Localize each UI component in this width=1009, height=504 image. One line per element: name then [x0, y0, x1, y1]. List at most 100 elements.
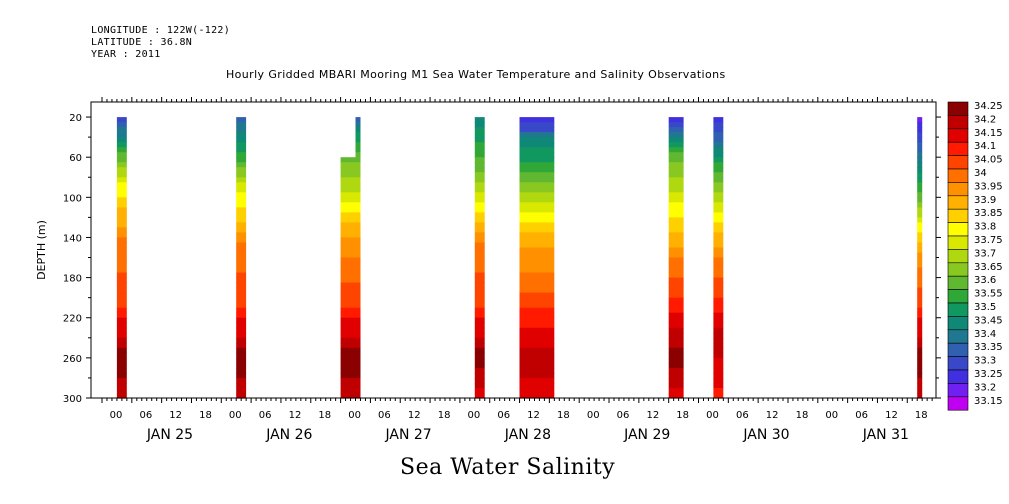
salinity-cell	[474, 252, 485, 259]
salinity-cell	[519, 197, 555, 203]
salinity-cell	[668, 162, 684, 168]
salinity-cell	[340, 337, 356, 344]
salinity-cell	[668, 212, 684, 218]
salinity-cell	[116, 372, 127, 379]
salinity-cell	[474, 262, 485, 269]
salinity-cell	[713, 177, 724, 183]
salinity-cell	[116, 292, 127, 299]
salinity-cell	[340, 388, 356, 394]
salinity-cell	[474, 362, 485, 369]
x-day-label: JAN 27	[384, 427, 431, 443]
x-hour-label: 06	[736, 410, 749, 421]
salinity-cell	[713, 342, 724, 349]
salinity-cell	[474, 122, 485, 128]
salinity-cell	[474, 367, 485, 374]
salinity-cell	[668, 182, 684, 188]
salinity-cell	[116, 332, 127, 339]
salinity-cell	[340, 252, 356, 259]
salinity-cell	[236, 302, 247, 309]
salinity-cell	[917, 242, 923, 249]
salinity-cell	[474, 212, 485, 218]
salinity-cell	[668, 177, 684, 183]
salinity-cell	[917, 222, 923, 228]
salinity-cell	[668, 242, 684, 249]
salinity-cell	[917, 342, 923, 349]
salinity-cell	[519, 127, 555, 133]
salinity-cell	[668, 142, 684, 148]
salinity-cell	[340, 237, 356, 244]
salinity-cell	[668, 157, 684, 163]
colorbar-swatch	[947, 316, 969, 331]
salinity-cell	[519, 272, 555, 279]
salinity-cell	[917, 257, 923, 264]
salinity-cell	[116, 117, 127, 123]
salinity-cell	[713, 382, 724, 389]
x-hour-label: 12	[885, 410, 898, 421]
salinity-cell	[917, 327, 923, 334]
salinity-cell	[917, 322, 923, 329]
salinity-cell	[236, 212, 247, 218]
salinity-cell	[236, 147, 247, 153]
salinity-cell	[340, 272, 356, 279]
x-hour-label: 00	[110, 410, 123, 421]
salinity-cell	[355, 147, 361, 153]
salinity-cell	[917, 357, 923, 364]
salinity-cell	[236, 277, 247, 284]
salinity-cell	[713, 267, 724, 274]
salinity-cell	[713, 262, 724, 269]
salinity-cell	[474, 347, 485, 354]
salinity-cell	[519, 312, 555, 319]
salinity-cell	[236, 393, 247, 399]
salinity-cell	[519, 292, 555, 299]
salinity-cell	[713, 377, 724, 384]
salinity-cell	[474, 327, 485, 334]
salinity-cell	[713, 222, 724, 228]
salinity-cell	[116, 182, 127, 188]
salinity-cell	[519, 252, 555, 259]
salinity-cell	[519, 337, 555, 344]
salinity-cell	[917, 147, 923, 153]
salinity-cell	[519, 347, 555, 354]
salinity-cell	[713, 252, 724, 259]
y-tick-label: 100	[63, 193, 82, 204]
salinity-cell	[355, 347, 361, 354]
salinity-cell	[917, 127, 923, 133]
salinity-cell	[474, 317, 485, 324]
colorbar-swatch	[947, 302, 969, 317]
salinity-cell	[355, 372, 361, 379]
salinity-cell	[474, 172, 485, 178]
salinity-cell	[917, 388, 923, 394]
salinity-cell	[474, 142, 485, 148]
salinity-cell	[474, 277, 485, 284]
salinity-cell	[355, 177, 361, 183]
colorbar-swatch	[947, 396, 969, 411]
salinity-cell	[668, 222, 684, 228]
salinity-cell	[355, 227, 361, 233]
salinity-cell	[236, 177, 247, 183]
salinity-cell	[355, 388, 361, 394]
x-hour-label: 12	[169, 410, 182, 421]
salinity-cell	[917, 247, 923, 254]
salinity-cell	[519, 122, 555, 128]
salinity-cell	[236, 307, 247, 314]
y-axis: 20 60 100 140 180 220 260 300	[63, 113, 941, 405]
salinity-cell	[236, 127, 247, 133]
colorbar-label: 33.45	[974, 315, 1003, 326]
salinity-cell	[713, 388, 724, 394]
salinity-cell	[519, 332, 555, 339]
salinity-cell	[236, 372, 247, 379]
salinity-cell	[668, 322, 684, 329]
salinity-cell	[236, 317, 247, 324]
salinity-cell	[340, 357, 356, 364]
salinity-cell	[236, 152, 247, 158]
salinity-cell	[474, 357, 485, 364]
salinity-cell	[340, 282, 356, 289]
salinity-cell	[713, 147, 724, 153]
salinity-cell	[713, 217, 724, 223]
salinity-cell	[236, 232, 247, 238]
data-segment-7	[668, 117, 684, 399]
salinity-cell	[355, 297, 361, 304]
colorbar-swatch	[947, 115, 969, 130]
salinity-cell	[519, 172, 555, 178]
